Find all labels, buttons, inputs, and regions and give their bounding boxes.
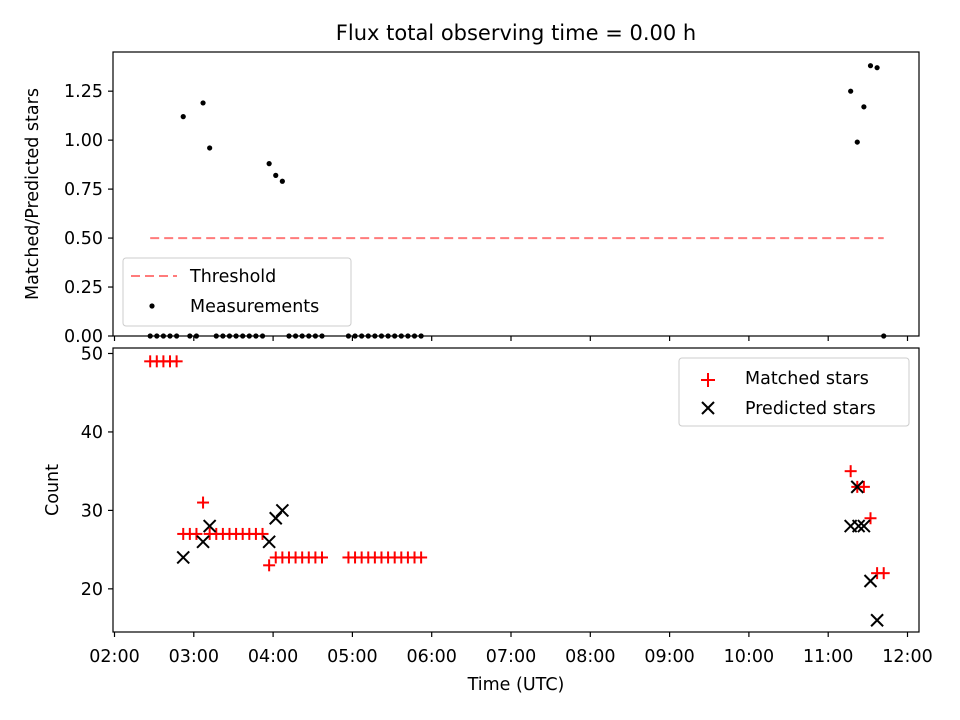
predicted-star-point [850, 480, 864, 494]
bottom-x-tick-label: 11:00 [803, 647, 853, 667]
measurement-point [200, 100, 206, 106]
bottom-y-tick-label: 40 [81, 423, 103, 443]
legend-matched-swatch [701, 373, 715, 387]
bottom-y-axis-label: Count [43, 464, 63, 516]
predicted-star-point [202, 519, 217, 533]
matched-star-point [190, 527, 203, 540]
measurement-point [854, 139, 860, 145]
measurement-point [180, 114, 186, 120]
top-legend-box [122, 257, 352, 327]
predicted-star-point [262, 535, 276, 549]
predicted-star-point [196, 535, 210, 549]
measurement-point [867, 63, 874, 69]
chart-title: Flux total observing time = 0.00 h [336, 21, 696, 45]
measurement-point [861, 104, 867, 110]
predicted-star-point [863, 574, 878, 588]
top-y-tick-label: 0.50 [64, 229, 103, 249]
predicted-star-point [275, 503, 290, 518]
measurement-point [848, 88, 854, 94]
legend-measurements-label: Measurements [190, 297, 319, 317]
bottom-x-tick-label: 05:00 [327, 647, 377, 667]
matched-star-point [197, 496, 210, 509]
top-x-ticks [113, 336, 909, 341]
bottom-x-tick-label: 10:00 [724, 647, 774, 667]
predicted-star-point [851, 519, 866, 533]
legend-measurements-swatch [149, 303, 155, 309]
predicted-star-point [176, 550, 190, 565]
bottom-x-tick-label: 08:00 [565, 647, 615, 667]
matched-star-point [864, 512, 877, 525]
x-axis-label: Time (UTC) [467, 675, 565, 695]
bottom-x-tick-label: 02:00 [89, 647, 139, 667]
top-axes: 0.00 0.25 0.50 0.75 1.00 1.25 Matched/Predict… [23, 51, 920, 347]
bottom-x-ticks: 02:00 03:00 04:00 05:00 06:00 07:00 08:00 09:00… [89, 632, 933, 667]
top-y-tick-label: 0.25 [64, 278, 103, 298]
bottom-x-tick-label: 09:00 [644, 647, 694, 667]
legend-predicted-label: Predicted stars [745, 399, 876, 419]
matched-star-point [263, 559, 276, 572]
bottom-legend-box [678, 357, 910, 427]
matched-star-point [415, 551, 428, 564]
predicted-star-point [870, 613, 884, 627]
matched-star-point [844, 465, 857, 478]
top-y-axis-label: Matched/Predicted stars [23, 88, 43, 300]
top-legend: Threshold Measurements [122, 257, 352, 327]
predicted-star-point [857, 519, 871, 533]
top-y-tick-label: 0.00 [64, 327, 103, 347]
bottom-plot-marks [144, 355, 890, 627]
legend-predicted-swatch [701, 401, 715, 415]
top-y-ticks: 0.00 0.25 0.50 0.75 1.00 1.25 [64, 82, 113, 347]
bottom-y-tick-label: 30 [81, 501, 103, 521]
measurement-point [874, 65, 880, 71]
matched-star-point [857, 480, 870, 493]
bottom-y-tick-label: 50 [81, 344, 103, 364]
bottom-y-ticks: 20 30 40 50 [81, 344, 113, 600]
measurement-point [266, 161, 272, 167]
bottom-x-tick-label: 04:00 [248, 647, 298, 667]
matched-star-point [256, 527, 269, 540]
measurement-point [207, 145, 213, 151]
bottom-x-tick-label: 06:00 [406, 647, 456, 667]
bottom-x-tick-label: 12:00 [882, 647, 932, 667]
matched-star-point [170, 355, 183, 368]
bottom-y-tick-label: 20 [81, 580, 103, 600]
bottom-axes-frame [112, 347, 920, 633]
top-y-tick-label: 1.00 [64, 131, 103, 151]
legend-threshold-label: Threshold [189, 267, 276, 287]
bottom-legend: Matched stars Predicted stars [678, 357, 910, 427]
measurement-point [279, 178, 285, 184]
top-y-tick-label: 1.25 [64, 82, 103, 102]
bottom-x-tick-label: 03:00 [169, 647, 219, 667]
matched-star-point [316, 551, 329, 564]
top-axes-frame [112, 51, 920, 337]
bottom-x-tick-label: 07:00 [486, 647, 536, 667]
top-y-tick-label: 0.75 [64, 180, 103, 200]
legend-matched-label: Matched stars [745, 369, 869, 389]
measurement-point [273, 172, 279, 178]
matched-star-point [877, 567, 890, 580]
